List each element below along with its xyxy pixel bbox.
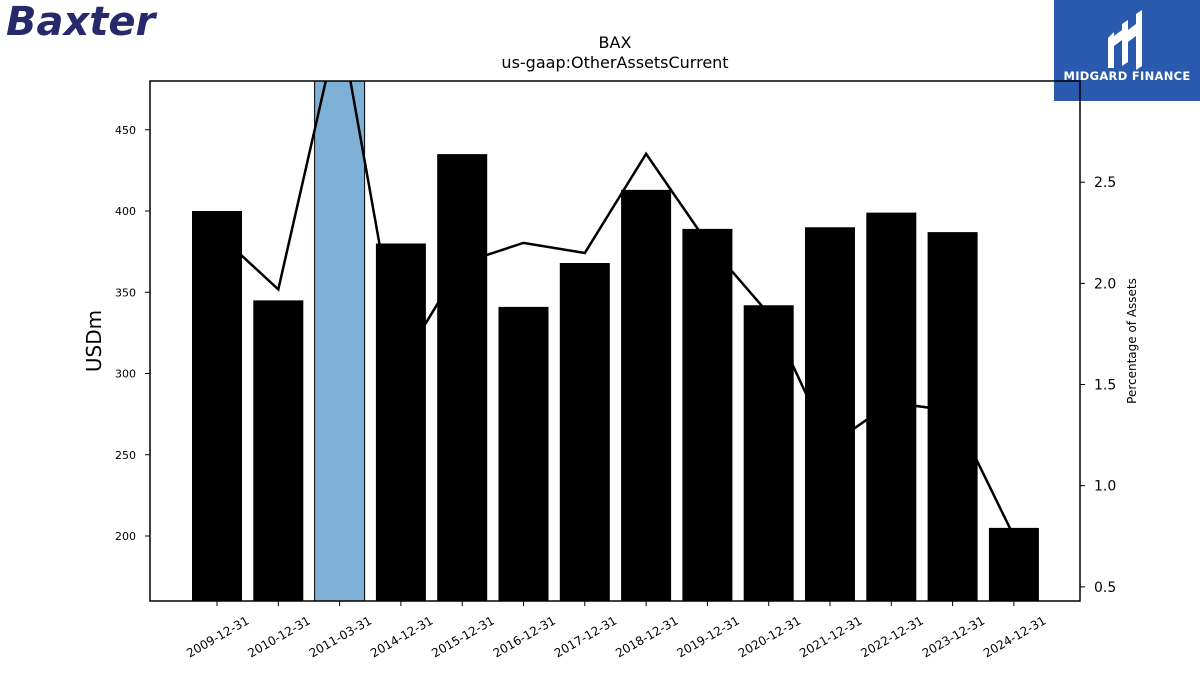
bar-2023-12-31: [927, 232, 978, 601]
bar-2019-12-31: [682, 228, 733, 601]
midgard-monogram-icon: [1108, 10, 1142, 70]
x-tick-label-2022-12-31: 2022-12-31: [858, 613, 925, 660]
y-tick-label-250: 250: [115, 449, 136, 462]
bar-2021-12-31: [805, 227, 855, 601]
x-tick-label-2023-12-31: 2023-12-31: [920, 613, 987, 660]
bar-2018-12-31: [621, 189, 672, 601]
y-tick-label-300: 300: [115, 368, 136, 381]
plot-frame: [149, 80, 1081, 602]
x-tick-label-2009-12-31: 2009-12-31: [184, 613, 251, 660]
y2-tick-label-1.5: 1.5: [1094, 378, 1116, 394]
midgard-finance-logo: MIDGARD FINANCE: [1054, 0, 1200, 101]
baxter-logo: Baxter: [6, 0, 206, 44]
bar-2009-12-31: [192, 211, 242, 601]
y2-tick-label-1: 1.0: [1094, 479, 1116, 495]
bar-2020-12-31: [743, 305, 794, 601]
bar-2014-12-31: [375, 243, 426, 601]
bar-2016-12-31: [498, 306, 549, 601]
bar-2022-12-31: [866, 212, 917, 601]
bar-2010-12-31: [253, 300, 304, 601]
y-tick-label-450: 450: [115, 124, 136, 137]
bar-2015-12-31: [437, 154, 488, 601]
x-tick-label-2017-12-31: 2017-12-31: [552, 613, 619, 660]
chart-subtitle: us-gaap:OtherAssetsCurrent: [501, 53, 728, 72]
y2-tick-label-2: 2.0: [1094, 276, 1116, 292]
y-tick-label-400: 400: [115, 205, 136, 218]
bar-2024-12-31: [988, 527, 1039, 601]
y-tick-label-350: 350: [115, 286, 136, 299]
y2-tick-label-0.5: 0.5: [1094, 580, 1116, 596]
baxter-logo-text: Baxter: [6, 0, 156, 45]
x-tick-label-2019-12-31: 2019-12-31: [674, 613, 741, 660]
bar-2017-12-31: [559, 263, 610, 601]
line-series-percentage-of-assets: [216, 81, 1016, 537]
x-tick-label-2018-12-31: 2018-12-31: [613, 613, 680, 660]
y-axis-label: USDm: [82, 310, 106, 372]
x-tick-label-2024-12-31: 2024-12-31: [981, 613, 1048, 660]
x-tick-label-2021-12-31: 2021-12-31: [797, 613, 864, 660]
x-tick-label-2014-12-31: 2014-12-31: [368, 613, 435, 660]
x-tick-label-2010-12-31: 2010-12-31: [245, 613, 312, 660]
bar-2011-03-31: [314, 80, 366, 602]
plot-area: 200 250 300 350 400 450 0.5 1.0 1.5 2.0 2.5 2009-12…: [115, 80, 1116, 660]
y2-axis-label: Percentage of Assets: [1125, 278, 1139, 404]
chart-title: BAX: [599, 33, 632, 52]
x-tick-label-2020-12-31: 2020-12-31: [736, 613, 803, 660]
y2-tick-label-2.5: 2.5: [1094, 175, 1116, 191]
y-tick-label-200: 200: [115, 530, 136, 543]
x-tick-label-2016-12-31: 2016-12-31: [491, 613, 558, 660]
x-tick-label-2015-12-31: 2015-12-31: [429, 613, 496, 660]
x-tick-label-2011-03-31: 2011-03-31: [307, 613, 374, 660]
publisher-logo-text: MIDGARD FINANCE: [1063, 69, 1191, 83]
